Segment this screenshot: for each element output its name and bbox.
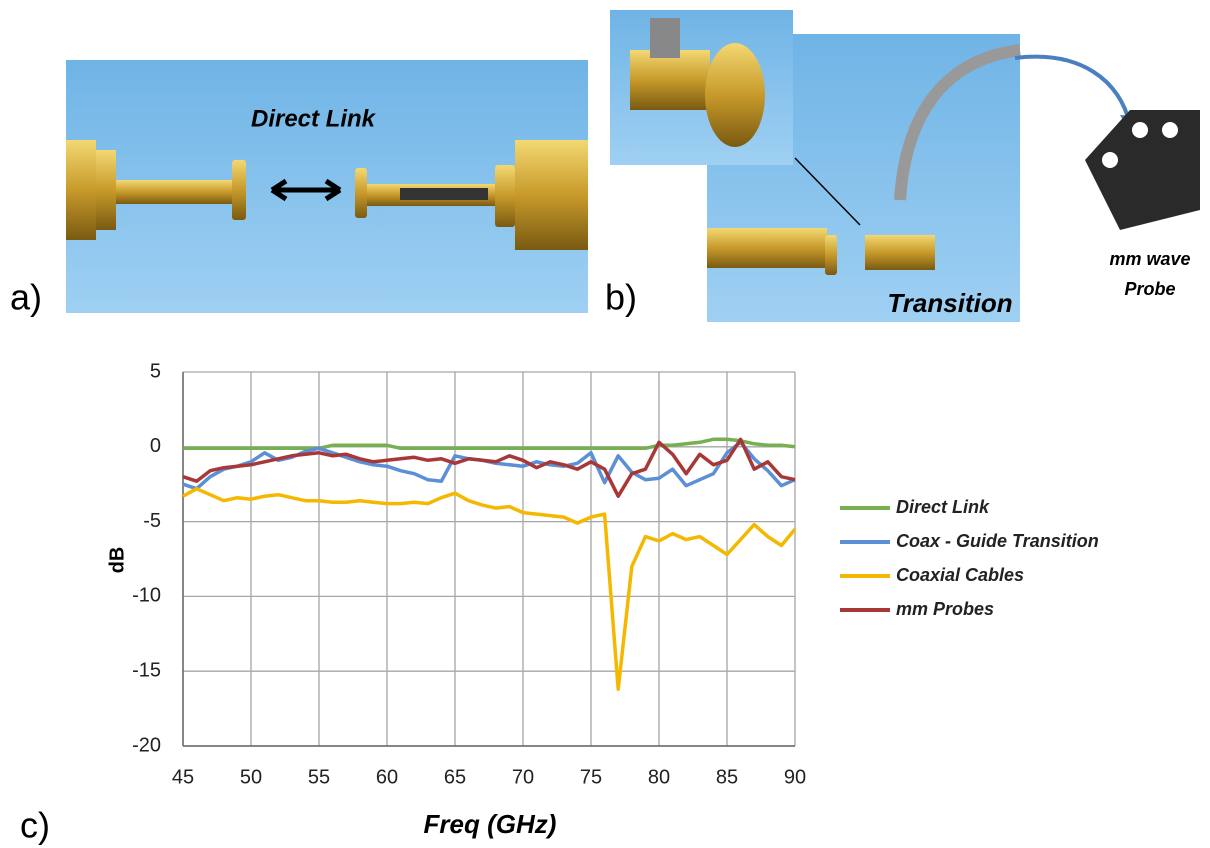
panel-tag: b) [605,277,637,318]
x-tick-label: 60 [376,766,398,788]
photo-label: mm wave [1109,249,1190,269]
legend-label: Coax - Guide Transition [896,531,1099,551]
x-axis-label: Freq (GHz) [424,809,557,839]
panel-tag: c) [20,805,50,846]
photo-b [610,10,1200,322]
x-tick-label: 70 [512,766,534,788]
y-tick-label: 0 [150,435,161,457]
legend-label: Direct Link [896,497,990,517]
y-tick-label: 5 [150,360,161,382]
panel-tag: a) [10,277,42,318]
x-tick-label: 75 [580,766,602,788]
y-tick-label: -20 [132,734,161,756]
y-axis-label: dB [106,547,128,574]
x-tick-label: 45 [172,766,194,788]
x-tick-label: 55 [308,766,330,788]
x-tick-label: 50 [240,766,262,788]
x-tick-label: 65 [444,766,466,788]
photo-label: Transition [887,288,1012,318]
y-tick-label: -5 [143,510,161,532]
y-tick-label: -15 [132,659,161,681]
photo-label: Probe [1124,279,1175,299]
x-tick-label: 90 [784,766,806,788]
legend-label: mm Probes [896,599,994,619]
legend-label: Coaxial Cables [896,565,1024,585]
series-line [182,437,796,498]
photo-label: Direct Link [251,105,377,132]
series-line [183,437,796,451]
y-tick-label: -10 [132,585,161,607]
photo-a [66,60,588,313]
x-tick-label: 85 [716,766,738,788]
series-line [182,486,797,691]
x-tick-label: 80 [648,766,670,788]
